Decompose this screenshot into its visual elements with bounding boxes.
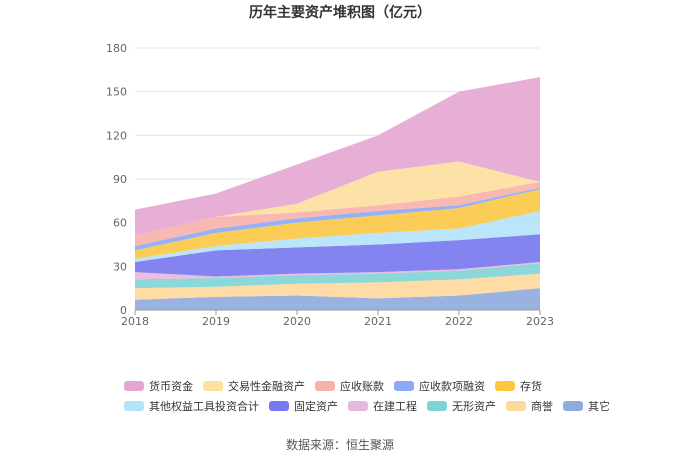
legend-item[interactable]: 应收账款	[315, 378, 384, 394]
legend-item[interactable]: 其他权益工具投资合计	[124, 398, 259, 414]
legend-item[interactable]: 在建工程	[348, 398, 417, 414]
legend-swatch	[506, 401, 526, 411]
legend-label: 在建工程	[373, 400, 417, 413]
legend-item[interactable]: 存货	[495, 378, 542, 394]
legend-item[interactable]: 其它	[563, 398, 610, 414]
legend-label: 交易性金融资产	[228, 380, 305, 393]
axes: 0 30 60 90 120 150 180 2018 2019 2020 2021 2022 2023	[106, 42, 554, 328]
area-series-group	[135, 77, 540, 310]
x-tick-label: 2018	[121, 315, 149, 328]
y-tick-label: 150	[106, 86, 127, 99]
legend-swatch	[394, 381, 414, 391]
legend-swatch	[563, 401, 583, 411]
x-tick-label: 2023	[526, 315, 554, 328]
area-series-存货[interactable]	[135, 189, 540, 260]
legend-item[interactable]: 无形资产	[427, 398, 496, 414]
legend-label: 商誉	[531, 400, 553, 413]
x-tick-label: 2022	[445, 315, 473, 328]
legend-item[interactable]: 商誉	[506, 398, 553, 414]
y-tick-label: 60	[113, 217, 127, 230]
area-series-货币资金[interactable]	[135, 77, 540, 236]
legend-item[interactable]: 应收款项融资	[394, 378, 485, 394]
legend-swatch	[427, 401, 447, 411]
legend-label: 固定资产	[294, 400, 338, 413]
y-tick-label: 30	[113, 260, 127, 273]
legend-swatch	[124, 381, 144, 391]
legend-label: 其他权益工具投资合计	[149, 400, 259, 413]
area-series-固定资产[interactable]	[135, 234, 540, 277]
legend-swatch	[124, 401, 144, 411]
legend-label: 货币资金	[149, 380, 193, 393]
x-tick-label: 2019	[202, 315, 230, 328]
area-series-其他权益工具投资合计[interactable]	[135, 211, 540, 262]
area-series-无形资产[interactable]	[135, 263, 540, 289]
legend-row: 货币资金 交易性金融资产 应收账款 应收款项融资 存货	[124, 376, 574, 396]
legend-label: 其它	[588, 400, 610, 413]
legend-row: 其他权益工具投资合计 固定资产 在建工程 无形资产 商誉 其它	[124, 396, 610, 416]
legend-swatch	[348, 401, 368, 411]
legend-item[interactable]: 固定资产	[269, 398, 338, 414]
area-series-交易性金融资产[interactable]	[135, 161, 540, 236]
data-source-note: 数据来源：恒生聚源	[285, 438, 394, 452]
legend-swatch	[495, 381, 515, 391]
y-tick-label: 90	[113, 173, 127, 186]
legend: 货币资金 交易性金融资产 应收账款 应收款项融资 存货 其他权益工具投资合计 固定资产 在建…	[124, 376, 610, 416]
area-series-在建工程[interactable]	[135, 261, 540, 280]
legend-label: 无形资产	[452, 400, 496, 413]
legend-swatch	[269, 401, 289, 411]
legend-label: 应收款项融资	[419, 380, 485, 393]
legend-swatch	[315, 381, 335, 391]
y-tick-label: 180	[106, 42, 127, 55]
x-tick-label: 2020	[283, 315, 311, 328]
legend-label: 存货	[520, 380, 542, 393]
y-tick-label: 120	[106, 129, 127, 142]
area-series-其它[interactable]	[135, 288, 540, 310]
legend-item[interactable]: 交易性金融资产	[203, 378, 305, 394]
legend-swatch	[203, 381, 223, 391]
legend-item[interactable]: 货币资金	[124, 378, 193, 394]
chart-title: 历年主要资产堆积图（亿元）	[249, 5, 431, 21]
y-tick-label: 0	[120, 304, 127, 317]
area-series-应收账款[interactable]	[135, 181, 540, 246]
area-series-应收款项融资[interactable]	[135, 187, 540, 251]
x-tick-label: 2021	[364, 315, 392, 328]
legend-label: 应收账款	[340, 380, 384, 393]
